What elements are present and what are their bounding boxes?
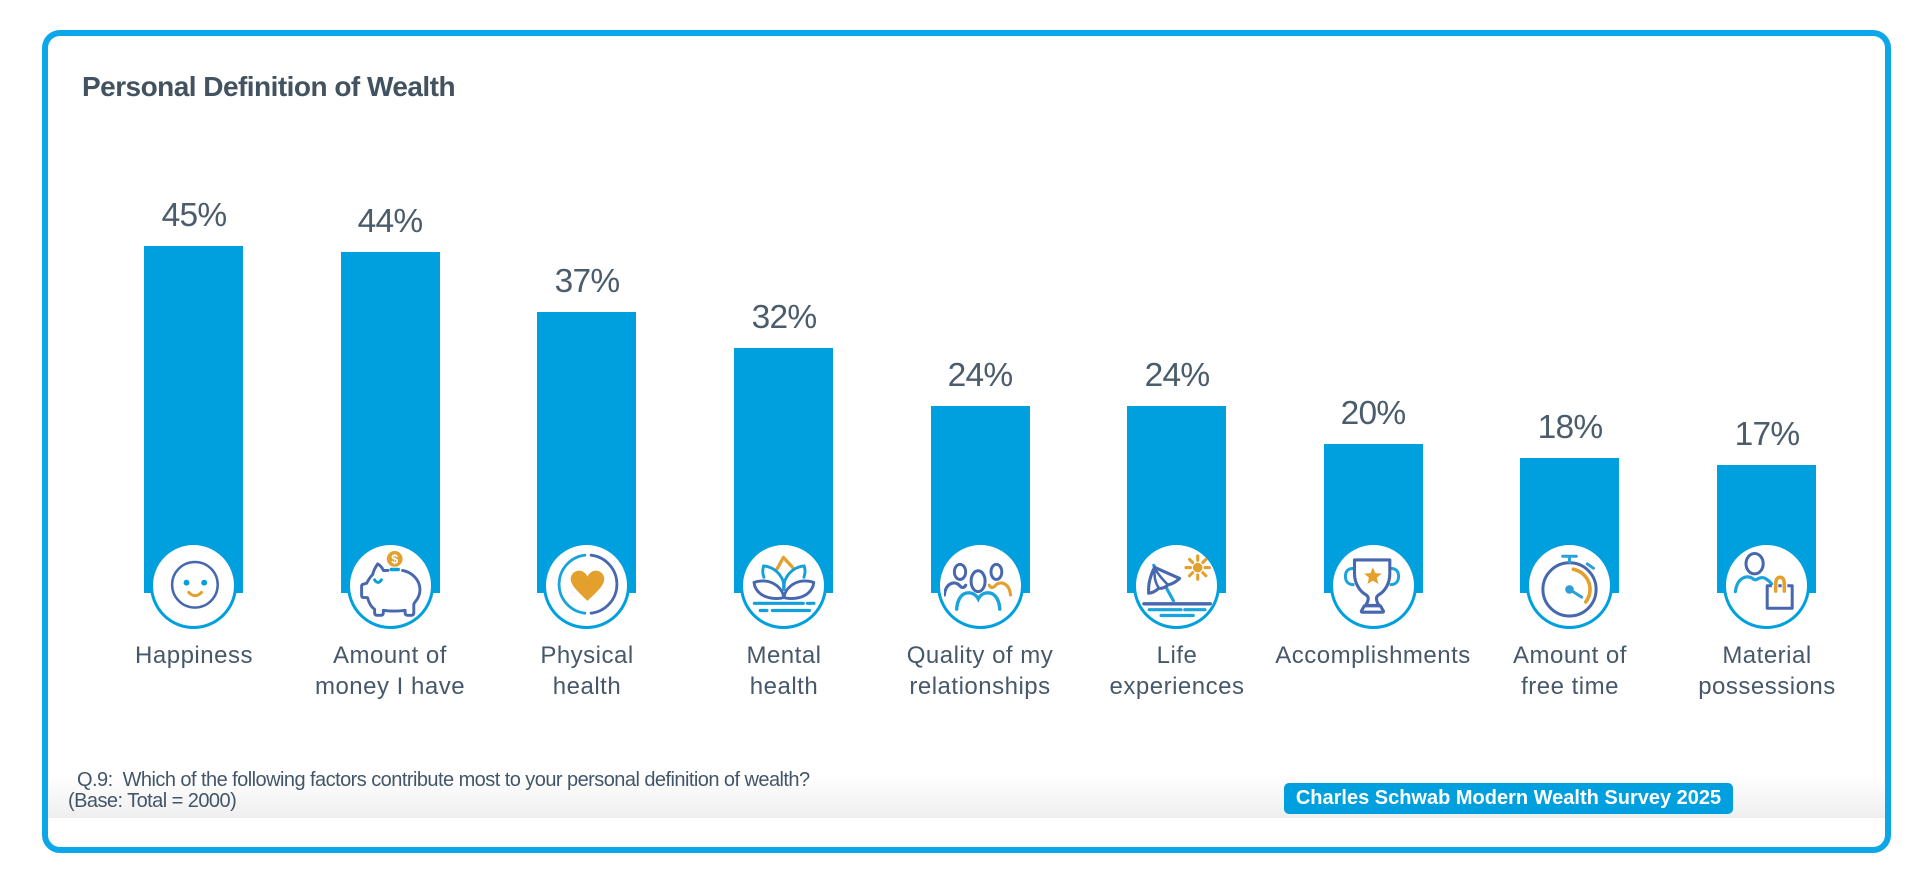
svg-text:$: $ xyxy=(391,552,398,566)
